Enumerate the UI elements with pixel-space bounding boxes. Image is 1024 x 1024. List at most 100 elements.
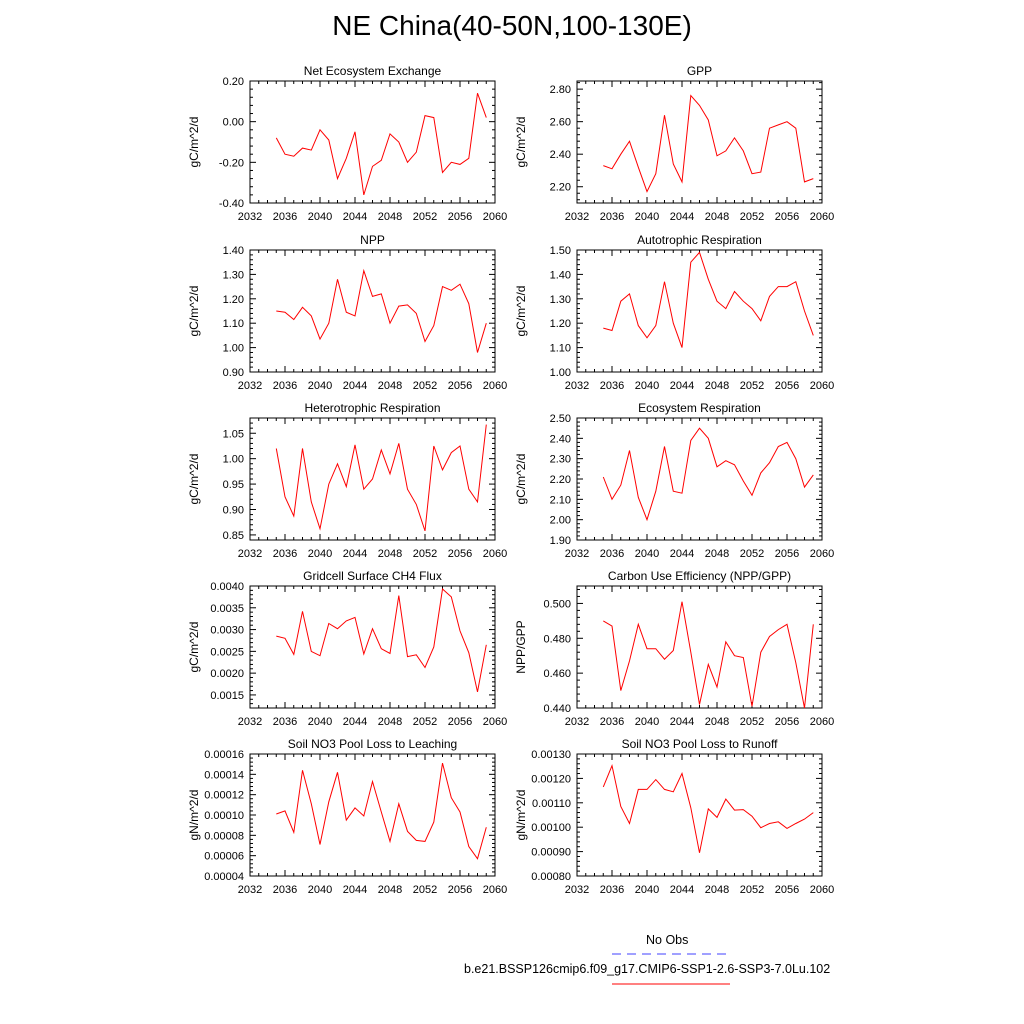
- x-tick-label: 2052: [413, 716, 437, 728]
- x-tick-label: 2040: [308, 548, 332, 560]
- chart-title: Autotrophic Respiration: [637, 233, 762, 247]
- y-tick-label: 1.30: [223, 269, 244, 281]
- y-tick-label: 2.60: [550, 117, 571, 129]
- y-tick-label: 2.40: [550, 433, 571, 445]
- x-tick-label: 2032: [565, 211, 589, 223]
- x-tick-label: 2048: [705, 716, 729, 728]
- chart-title: Soil NO3 Pool Loss to Runoff: [622, 737, 779, 751]
- panel-4: Heterotrophic Respiration gC/m^2/d 2032 203…: [187, 401, 507, 560]
- y-axis-label: NPP/GPP: [514, 620, 528, 673]
- y-tick-label: 1.10: [550, 343, 571, 355]
- x-tick-label: 2032: [565, 380, 589, 392]
- y-tick-label: 0.0035: [210, 603, 244, 615]
- y-tick-label: 0.00006: [204, 851, 244, 863]
- y-tick-label: 1.20: [223, 294, 244, 306]
- panel-0: Net Ecosystem Exchange gC/m^2/d 2032 2036 20…: [187, 64, 507, 223]
- y-tick-label: 2.50: [550, 413, 571, 425]
- x-tick-label: 2052: [740, 548, 764, 560]
- y-tick-label: 0.00120: [531, 773, 571, 785]
- x-tick-label: 2044: [670, 884, 694, 896]
- y-tick-label: 0.00080: [531, 871, 571, 883]
- y-tick-label: 0.480: [543, 633, 571, 645]
- x-tick-label: 2060: [810, 716, 834, 728]
- y-axis-label: gN/m^2/d: [187, 790, 201, 841]
- y-tick-label: 2.30: [550, 454, 571, 466]
- x-tick-label: 2056: [775, 211, 799, 223]
- y-tick-label: 1.05: [223, 428, 244, 440]
- x-tick-label: 2056: [448, 884, 472, 896]
- series-line: [602, 764, 814, 853]
- y-tick-label: 0.00012: [204, 790, 244, 802]
- y-tick-label: 1.00: [223, 454, 244, 466]
- y-tick-label: 1.40: [550, 269, 571, 281]
- x-tick-label: 2048: [378, 548, 402, 560]
- y-axis-label: gN/m^2/d: [514, 790, 528, 841]
- x-tick-label: 2044: [343, 380, 367, 392]
- x-tick-label: 2036: [600, 884, 624, 896]
- series-line: [276, 762, 487, 860]
- y-tick-label: 2.20: [550, 474, 571, 486]
- page-title: NE China(40-50N,100-130E): [332, 10, 692, 41]
- x-tick-label: 2052: [413, 884, 437, 896]
- chart-title: GPP: [687, 64, 712, 78]
- x-tick-label: 2044: [343, 548, 367, 560]
- plot-frame: [576, 585, 823, 709]
- x-tick-label: 2056: [775, 884, 799, 896]
- x-tick-label: 2040: [635, 716, 659, 728]
- x-tick-label: 2040: [308, 716, 332, 728]
- y-tick-label: 0.0030: [210, 625, 244, 637]
- series-line: [602, 427, 814, 522]
- panel-3: Autotrophic Respiration gC/m^2/d 2032 2036 2…: [514, 233, 834, 392]
- x-tick-label: 2060: [483, 716, 507, 728]
- y-tick-label: 0.00: [223, 117, 244, 129]
- x-tick-label: 2048: [705, 548, 729, 560]
- y-tick-label: 0.20: [223, 76, 244, 88]
- x-tick-label: 2048: [705, 380, 729, 392]
- x-tick-label: 2040: [308, 884, 332, 896]
- x-tick-label: 2052: [740, 380, 764, 392]
- y-tick-label: 0.00016: [204, 749, 244, 761]
- y-tick-label: 0.85: [223, 530, 244, 542]
- y-axis-label: gC/m^2/d: [514, 454, 528, 505]
- chart-title: Heterotrophic Respiration: [304, 401, 440, 415]
- panel-7: Carbon Use Efficiency (NPP/GPP) NPP/GPP 20…: [514, 569, 834, 728]
- y-tick-label: 0.00110: [532, 798, 571, 810]
- x-tick-label: 2056: [775, 380, 799, 392]
- chart-title: Gridcell Surface CH4 Flux: [303, 569, 442, 583]
- panel-9: Soil NO3 Pool Loss to Runoff gN/m^2/d 2032…: [514, 737, 834, 896]
- x-tick-label: 2052: [413, 548, 437, 560]
- x-tick-label: 2052: [740, 716, 764, 728]
- y-tick-label: 0.460: [543, 668, 571, 680]
- chart-title: NPP: [360, 233, 385, 247]
- x-tick-label: 2048: [705, 211, 729, 223]
- x-tick-label: 2036: [273, 211, 297, 223]
- y-axis-label: gC/m^2/d: [187, 286, 201, 337]
- series-line: [603, 94, 814, 193]
- x-tick-label: 2036: [600, 716, 624, 728]
- x-tick-label: 2036: [273, 380, 297, 392]
- y-tick-label: 2.80: [550, 84, 571, 96]
- panel-2: NPP gC/m^2/d 2032 2036 2040 2044 2048 2052 2056 2…: [187, 233, 507, 392]
- x-tick-label: 2036: [600, 548, 624, 560]
- chart-title: Ecosystem Respiration: [638, 401, 761, 415]
- x-tick-label: 2044: [670, 380, 694, 392]
- x-tick-label: 2036: [273, 716, 297, 728]
- y-tick-label: 1.40: [223, 245, 244, 257]
- x-tick-label: 2032: [238, 548, 262, 560]
- series-line: [275, 424, 487, 532]
- y-tick-label: 0.90: [223, 505, 244, 517]
- series-line: [276, 268, 487, 353]
- x-tick-label: 2048: [378, 884, 402, 896]
- x-tick-label: 2056: [775, 548, 799, 560]
- x-tick-label: 2032: [565, 716, 589, 728]
- x-tick-label: 2036: [600, 211, 624, 223]
- x-tick-label: 2060: [483, 380, 507, 392]
- series-line: [603, 601, 814, 709]
- x-tick-label: 2056: [775, 716, 799, 728]
- y-tick-label: 0.00004: [204, 871, 244, 883]
- x-tick-label: 2048: [705, 884, 729, 896]
- x-tick-label: 2044: [670, 548, 694, 560]
- y-tick-label: 0.95: [223, 479, 244, 491]
- y-tick-label: 2.20: [550, 182, 571, 194]
